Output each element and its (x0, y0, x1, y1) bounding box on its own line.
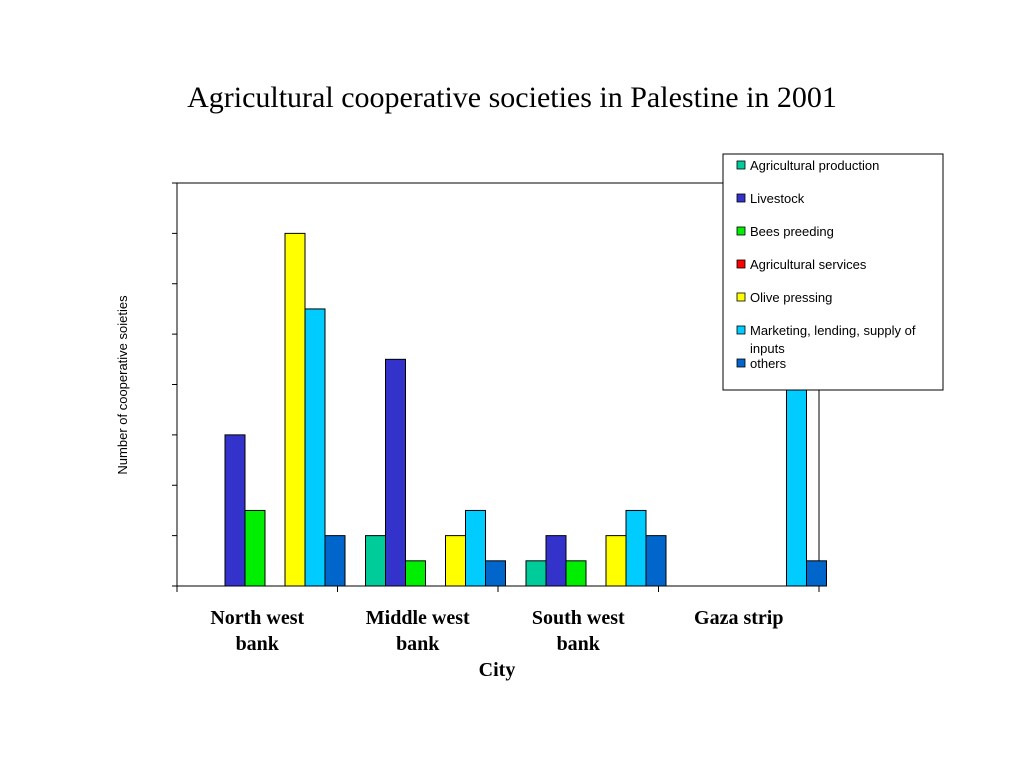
legend-label: Marketing, lending, supply of (750, 323, 916, 338)
legend-swatch (736, 226, 746, 236)
legend-label: Agricultural production (750, 158, 879, 173)
category-label: North west (210, 607, 304, 629)
legend-box (722, 153, 944, 391)
category-label: Middle west (366, 607, 470, 629)
legend-swatch (736, 358, 746, 368)
bar (445, 535, 466, 587)
plot-area: North west bank Middle west bank South west b… (172, 182, 827, 655)
category-label: South west (532, 607, 625, 629)
legend: Agricultural production Livestock Bees pre… (722, 153, 944, 391)
bar (605, 535, 627, 587)
bar (405, 560, 426, 587)
legend-swatch (736, 160, 746, 170)
legend-label: Agricultural services (750, 257, 867, 272)
bar (545, 535, 567, 587)
legend-label: Livestock (750, 191, 805, 206)
bar (324, 535, 346, 587)
chart-title: Agricultural cooperative societies in Pa… (187, 81, 837, 114)
bar (284, 232, 306, 587)
bar (385, 358, 406, 587)
bar (224, 434, 246, 587)
bar (244, 509, 266, 587)
bar (365, 535, 386, 587)
bar (645, 535, 667, 587)
y-axis-label: Number of cooperative soieties (115, 295, 130, 475)
bar (465, 509, 486, 587)
legend-swatch (736, 259, 746, 269)
legend-label: Bees preeding (750, 224, 834, 239)
bar (786, 358, 807, 587)
legend-swatch (736, 193, 746, 203)
bar (625, 509, 647, 587)
category-label: bank (236, 633, 280, 655)
bar (525, 560, 547, 587)
bar (565, 560, 587, 587)
category-label: Gaza strip (694, 607, 783, 629)
legend-swatch (736, 325, 746, 335)
bar (485, 560, 506, 587)
legend-label: inputs (750, 341, 785, 356)
legend-label: others (750, 356, 787, 371)
legend-swatch (736, 292, 746, 302)
legend-label: Olive pressing (750, 290, 832, 305)
category-label: bank (557, 633, 601, 655)
bar (304, 308, 326, 587)
category-label: bank (396, 633, 440, 655)
bar (806, 560, 827, 587)
x-axis-label: City (479, 659, 516, 681)
